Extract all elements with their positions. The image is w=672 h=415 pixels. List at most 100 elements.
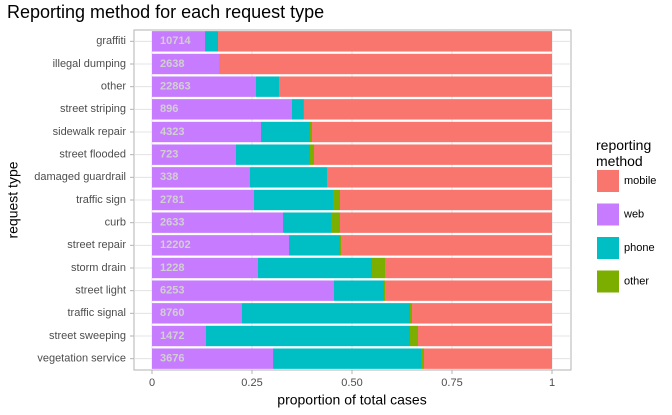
- bar-segment: [152, 167, 250, 188]
- bar-segment: [152, 235, 289, 256]
- bar-count-label: 1472: [160, 330, 184, 342]
- bar-segment: [312, 121, 552, 143]
- bar-segment: [152, 280, 334, 301]
- bar-segment: [304, 99, 552, 120]
- bar-segment: [152, 144, 236, 165]
- y-tick-label: sidewalk repair: [53, 126, 127, 138]
- y-tick-label: street flooded: [59, 149, 126, 161]
- x-tick-label: 0.25: [241, 377, 262, 389]
- bar-segment: [152, 189, 254, 211]
- bar-count-label: 338: [160, 171, 178, 183]
- bar-segment: [410, 325, 418, 347]
- bar-segment: [334, 280, 384, 301]
- bar-count-label: 12202: [160, 239, 191, 251]
- legend-title: reporting method: [596, 137, 652, 169]
- bar-count-label: 2633: [160, 217, 184, 229]
- legend-label: phone: [624, 242, 655, 254]
- bar-segment: [206, 325, 410, 347]
- bar-count-label: 4323: [160, 126, 184, 138]
- legend-label: other: [624, 275, 649, 287]
- bar-segment: [412, 303, 552, 324]
- bar-segment: [219, 53, 552, 75]
- bar-segment: [333, 189, 340, 211]
- bar-count-label: 2781: [160, 194, 184, 206]
- y-tick-label: other: [101, 81, 126, 93]
- bar-segment: [418, 325, 552, 347]
- bar-segment: [340, 189, 552, 211]
- y-tick-label: graffiti: [96, 35, 126, 47]
- legend-key: [597, 270, 619, 293]
- y-tick-label: damaged guardrail: [34, 171, 126, 183]
- bar-segment: [152, 53, 219, 75]
- bar-segment: [421, 348, 424, 369]
- bar-segment: [385, 280, 552, 301]
- legend-key: [597, 237, 619, 259]
- y-tick-label: traffic sign: [76, 194, 126, 206]
- bar-segment: [303, 99, 304, 120]
- bar-count-label: 22863: [160, 81, 191, 93]
- bar-segment: [283, 212, 331, 233]
- bar-segment: [340, 235, 341, 256]
- x-axis-title: proportion of total cases: [277, 392, 426, 408]
- bar-segment: [152, 212, 283, 233]
- bar-segment: [152, 325, 206, 347]
- bar-segment: [340, 212, 552, 233]
- chart-title: Reporting method for each request type: [7, 2, 324, 22]
- bar-segment: [327, 167, 552, 188]
- bar-segment: [372, 257, 385, 279]
- legend-key: [597, 203, 619, 226]
- y-tick-label: vegetation service: [37, 353, 126, 365]
- bar-segment: [152, 121, 261, 143]
- bar-segment: [341, 235, 552, 256]
- bar-count-label: 1228: [160, 262, 184, 274]
- bar-segment: [152, 303, 242, 324]
- bar-segment: [279, 76, 552, 97]
- bar-count-label: 8760: [160, 307, 184, 319]
- y-tick-label: street repair: [67, 239, 126, 251]
- bar-segment: [289, 235, 340, 256]
- bar-segment: [258, 257, 372, 279]
- bar-segment: [218, 31, 552, 52]
- bar-segment: [292, 99, 303, 120]
- bar-segment: [261, 121, 310, 143]
- bar-segment: [384, 280, 385, 301]
- bar-count-label: 896: [160, 103, 178, 115]
- bar-segment: [331, 212, 340, 233]
- bar-segment: [242, 303, 410, 324]
- bar-count-label: 6253: [160, 285, 184, 297]
- x-tick-label: 0: [149, 377, 155, 389]
- y-tick-label: storm drain: [71, 262, 126, 274]
- bar-segment: [314, 144, 552, 165]
- legend-key: [597, 170, 619, 192]
- bar-segment: [273, 348, 421, 369]
- bar-segment: [205, 31, 218, 52]
- bar-segment: [152, 31, 205, 52]
- y-tick-label: street striping: [60, 103, 126, 115]
- bar-segment: [310, 121, 312, 143]
- x-tick-label: 0.50: [341, 377, 362, 389]
- bar-segment: [424, 348, 552, 369]
- y-tick-label: traffic signal: [68, 307, 127, 319]
- bar-count-label: 10714: [160, 35, 191, 47]
- legend-label: mobile: [624, 175, 656, 187]
- y-tick-label: illegal dumping: [53, 58, 126, 70]
- bar-segment: [250, 167, 327, 188]
- bar-segment: [310, 144, 314, 165]
- bar-count-label: 2638: [160, 58, 184, 70]
- bar-segment: [385, 257, 552, 279]
- bar-segment: [152, 348, 273, 369]
- y-tick-label: curb: [105, 217, 126, 229]
- bar-segment: [152, 99, 292, 120]
- bar-segment: [410, 303, 412, 324]
- bar-segment: [152, 76, 256, 97]
- x-tick-label: 0.75: [441, 377, 462, 389]
- bar-count-label: 723: [160, 149, 178, 161]
- y-axis-title: request type: [5, 161, 21, 238]
- legend-label: web: [623, 208, 644, 220]
- y-tick-label: street sweeping: [49, 330, 126, 342]
- bar-segment: [256, 76, 279, 97]
- x-tick-label: 1: [549, 377, 555, 389]
- y-tick-label: street light: [75, 285, 126, 297]
